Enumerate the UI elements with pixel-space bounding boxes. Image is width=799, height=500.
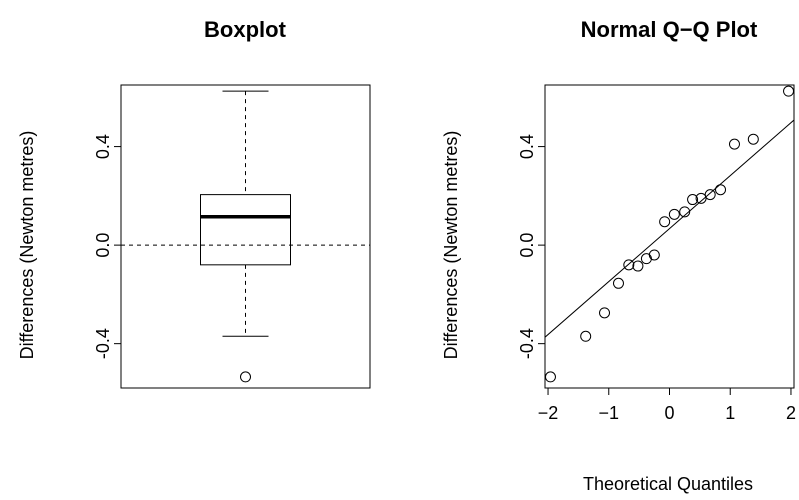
qq-point xyxy=(648,249,660,261)
qq-point xyxy=(544,371,556,383)
qq-y-axis-label: Differences (Newton metres) xyxy=(441,131,461,360)
qq-point xyxy=(695,192,707,204)
qq-y-tick-label: 0.4 xyxy=(517,134,537,159)
qq-point xyxy=(668,208,680,220)
qq-x-tick-label: 2 xyxy=(786,403,796,423)
boxplot-y-axis-label: Differences (Newton metres) xyxy=(17,131,37,360)
qq-point xyxy=(599,307,611,319)
boxplot-title: Boxplot xyxy=(204,17,287,42)
qq-point xyxy=(704,189,716,201)
boxplot-y-tick-label: 0.4 xyxy=(93,134,113,159)
qq-y-tick-label: -0.4 xyxy=(517,328,537,359)
qq-y-axis: -0.4 0.0 0.4 xyxy=(517,134,546,359)
qq-x-tick-label: −2 xyxy=(538,403,559,423)
qq-plot-panel: Normal Q−Q Plot Differences (Newton metr… xyxy=(441,17,796,494)
boxplot-y-axis: -0.4 0.0 0.4 xyxy=(93,134,122,359)
boxplot-plot-frame xyxy=(120,84,371,389)
qq-x-tick-label: 1 xyxy=(725,403,735,423)
qq-point xyxy=(783,85,795,97)
boxplot-y-tick-label: 0.0 xyxy=(93,233,113,258)
qq-point xyxy=(659,216,671,228)
qq-point xyxy=(623,259,635,271)
qq-point xyxy=(715,184,727,196)
qq-plot-frame xyxy=(544,84,795,389)
qq-reference-line xyxy=(545,119,794,338)
qq-point xyxy=(640,253,652,265)
qq-point xyxy=(580,330,592,342)
qq-x-tick-label: 0 xyxy=(664,403,674,423)
qq-point xyxy=(728,138,740,150)
interquartile-box xyxy=(200,194,291,266)
outlier-point xyxy=(240,371,251,383)
boxplot-marks xyxy=(121,90,370,383)
qq-point xyxy=(632,260,644,272)
qq-marks xyxy=(544,85,795,383)
qq-point xyxy=(612,277,624,289)
qq-point xyxy=(747,133,759,145)
qq-y-tick-label: 0.0 xyxy=(517,233,537,258)
qq-point xyxy=(679,206,691,218)
qq-x-tick-label: −1 xyxy=(599,403,620,423)
boxplot-y-tick-label: -0.4 xyxy=(93,328,113,359)
qq-x-axis-label: Theoretical Quantiles xyxy=(583,474,753,494)
boxplot-panel: Boxplot Differences (Newton metres) -0.4… xyxy=(17,17,371,389)
qq-x-axis: −2 −1 0 1 2 xyxy=(538,387,796,423)
qq-point xyxy=(687,194,699,206)
qq-plot-title: Normal Q−Q Plot xyxy=(581,17,758,42)
